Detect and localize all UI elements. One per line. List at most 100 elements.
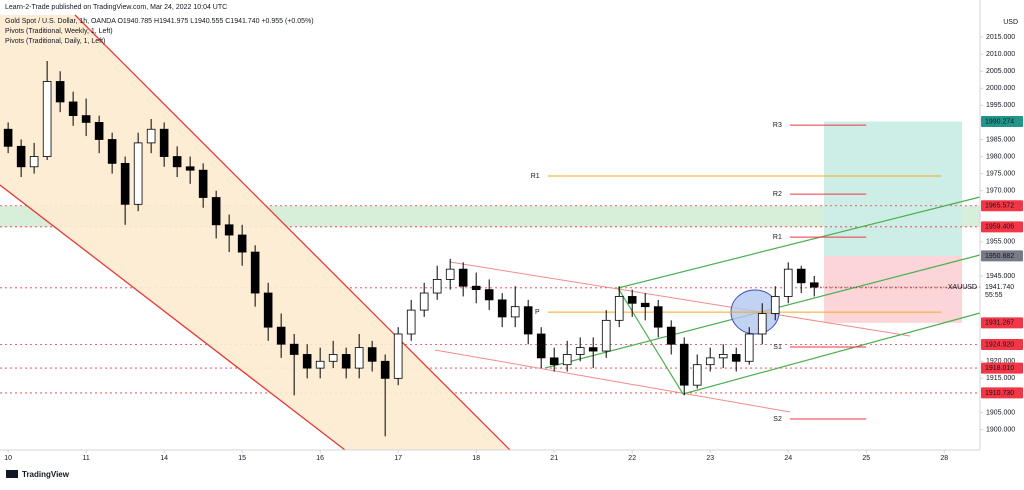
logo [6, 470, 18, 478]
candle-body [510, 306, 520, 318]
candle-body [146, 128, 156, 144]
price-tag-label: 1931.267 [985, 320, 1014, 327]
candle-body [705, 357, 715, 366]
y-tick-label: 2005.000 [986, 68, 1015, 75]
candle-body [55, 81, 65, 103]
candle-body [809, 282, 819, 288]
price-tag-label: 1959.406 [985, 224, 1014, 231]
price-tag-label: 1965.572 [985, 203, 1014, 210]
candle-body [120, 162, 130, 205]
price-tag [981, 317, 1023, 329]
x-tick-label: 24 [784, 455, 792, 462]
x-tick-label: 25 [862, 455, 870, 462]
x-tick-label: 22 [628, 455, 636, 462]
legend-daily-pivots: Pivots (Traditional, Daily, 1, Left) [5, 38, 105, 45]
candle-body [211, 197, 221, 226]
price-tag [981, 338, 1023, 350]
candle-body [302, 354, 312, 369]
x-tick-label: 14 [160, 455, 168, 462]
legend-weekly-pivots: Pivots (Traditional, Weekly, 1, Left) [5, 28, 113, 35]
candle-body [185, 166, 195, 171]
candle-body [536, 333, 546, 359]
candle-body [328, 354, 338, 362]
channel-upper [74, 14, 511, 451]
y-tick-label: 1900.000 [986, 426, 1015, 433]
pivot-label: S2 [773, 416, 782, 423]
channel-fill [0, 15, 510, 450]
candle-body [783, 268, 793, 297]
candle-body [94, 122, 104, 140]
pivot-label: R3 [773, 122, 782, 129]
legend-symbol: Gold Spot / U.S. Dollar, 1h, OANDA O1940… [5, 18, 314, 25]
candle-body [172, 156, 182, 168]
symbol-label: XAUUSD [948, 284, 977, 291]
candle-body [250, 251, 260, 294]
candle-body [354, 347, 364, 369]
candle-body [679, 343, 689, 386]
y-tick-label: 1985.000 [986, 136, 1015, 143]
last-price-tag [981, 281, 1023, 300]
x-tick-label: 21 [550, 455, 558, 462]
candle-body [484, 289, 494, 301]
axes: 2015.000 2010.000 2005.000 2000.000 1995.000… [4, 34, 1023, 462]
triangle-edge [617, 287, 684, 395]
price-tag [981, 362, 1023, 374]
candle-body [198, 169, 208, 198]
price-tag-label: 1950.882 [985, 253, 1014, 260]
x-tick-label: 10 [4, 455, 12, 462]
price-tag [981, 200, 1023, 212]
candle-body [549, 357, 559, 366]
candle-body [315, 360, 325, 369]
candle-body [237, 234, 247, 253]
last-price-label: 1941.740 [985, 284, 1014, 291]
candle-body [289, 343, 299, 355]
candle-body [770, 296, 780, 314]
price-tag-label: 1924.920 [985, 341, 1014, 348]
candle-body [458, 268, 468, 287]
candle-body [796, 268, 806, 284]
candle-body [471, 285, 481, 291]
candle-body [3, 128, 13, 147]
price-tag [981, 250, 1023, 262]
trendline [449, 261, 911, 337]
countdown: 55:55 [985, 292, 1003, 299]
pivot-label: R1 [773, 234, 782, 241]
channel-lower [0, 184, 346, 451]
candle-body [666, 326, 676, 345]
candle-body [601, 319, 611, 352]
position-profit [823, 121, 963, 256]
pivot-label: P [535, 309, 540, 316]
candle-body [29, 156, 39, 168]
candle-body [42, 81, 52, 157]
candle-body [432, 278, 442, 294]
y-tick-label: 2000.000 [986, 85, 1015, 92]
x-tick-label: 15 [238, 455, 246, 462]
footer-brand: TradingView [22, 470, 70, 479]
trendline [434, 349, 791, 413]
candle-body [263, 292, 273, 328]
candle-body [497, 299, 507, 318]
price-tag-label: 1990.274 [985, 118, 1014, 125]
rising-channel-upper [617, 196, 981, 289]
pivot-levels: R3 R2 R1 S1 S2 R1 P [531, 122, 941, 423]
candle-body [81, 115, 91, 123]
price-tag-label: 1910.730 [985, 390, 1014, 397]
candle-body [523, 306, 533, 335]
candle-body [575, 347, 585, 355]
candle-body [133, 142, 143, 205]
y-tick-label: 1915.000 [986, 375, 1015, 382]
candle-body [380, 360, 390, 379]
price-tag [981, 115, 1023, 127]
y-tick-label: 1955.000 [986, 239, 1015, 246]
candle-body [159, 128, 169, 157]
candle-body [692, 364, 702, 386]
candle-body [367, 347, 377, 362]
rising-channel-lower [682, 312, 981, 395]
candle-body [731, 354, 741, 362]
candle-body [224, 224, 234, 236]
x-tick-label: 18 [472, 455, 480, 462]
currency: USD [1003, 19, 1018, 26]
candle-body [627, 296, 637, 304]
price-tag [981, 387, 1023, 399]
y-tick-label: 1995.000 [986, 102, 1015, 109]
